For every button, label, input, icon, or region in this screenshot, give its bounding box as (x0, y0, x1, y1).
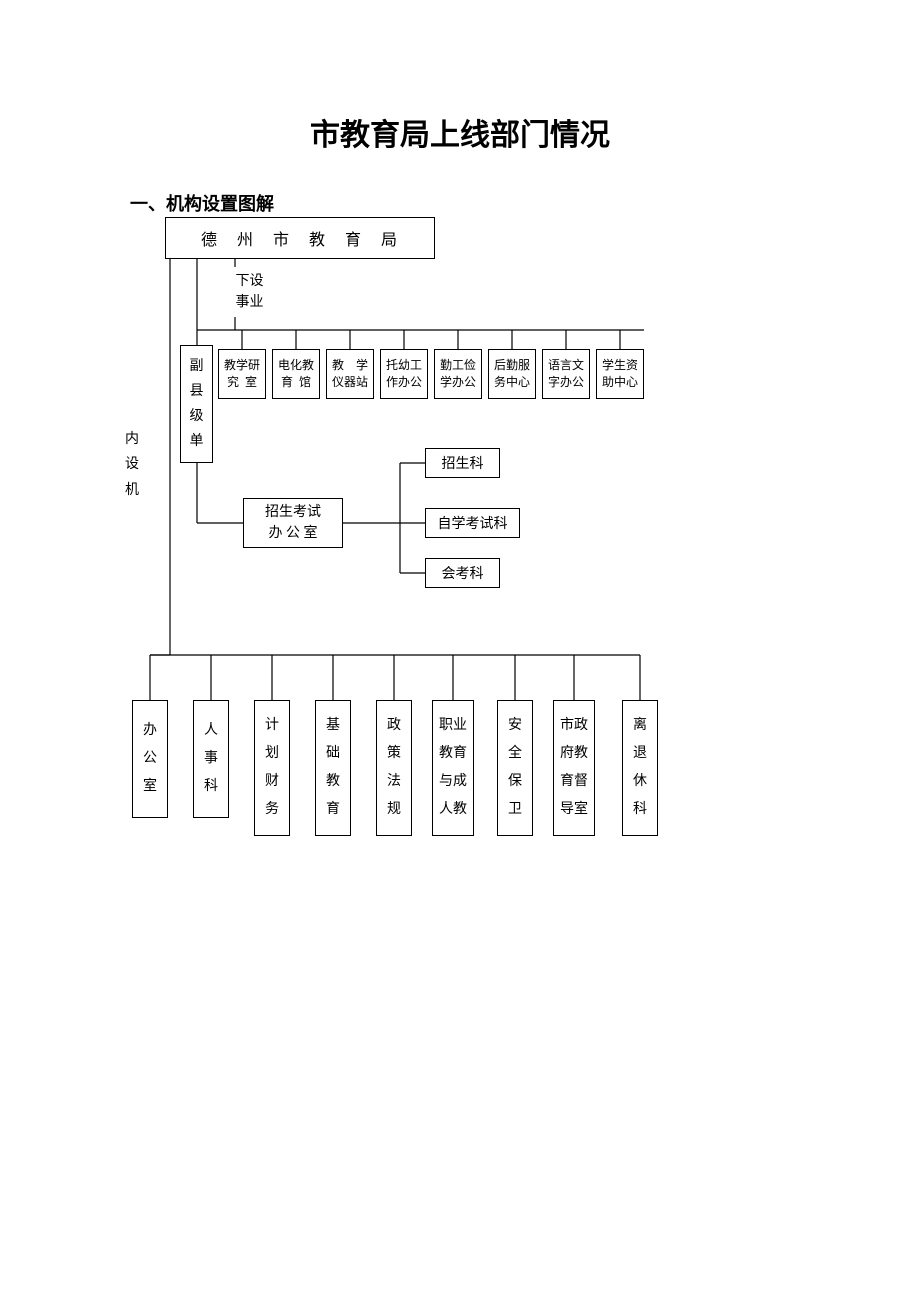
node-d6: 职业 教育 与成 人教 (432, 700, 474, 836)
node-xiashe: 下设 事业 (222, 267, 277, 317)
node-root: 德 州 市 教 育 局 (165, 217, 435, 259)
node-d9: 离 退 休 科 (622, 700, 658, 836)
node-fuxian: 副 县 级 单 (180, 345, 213, 463)
node-d1: 办 公 室 (132, 700, 168, 818)
node-u8: 学生资 助中心 (596, 349, 644, 399)
page-title: 市教育局上线部门情况 (0, 110, 920, 154)
node-d7: 安 全 保 卫 (497, 700, 533, 836)
node-d4: 基 础 教 育 (315, 700, 351, 836)
node-neishe: 内 设 机 (120, 425, 144, 505)
node-zxks: 自学考试科 (425, 508, 520, 538)
node-u7: 语言文 字办公 (542, 349, 590, 399)
node-u6: 后勤服 务中心 (488, 349, 536, 399)
node-d8: 市政 府教 育督 导室 (553, 700, 595, 836)
node-d3: 计 划 财 务 (254, 700, 290, 836)
org-chart-diagram: 市教育局上线部门情况 一、机构设置图解 德 州 市 教 育 局 下设 事业 内 … (0, 0, 920, 1302)
node-zsks: 招生考试 办 公 室 (243, 498, 343, 548)
node-u1: 教学研 究 室 (218, 349, 266, 399)
section-title: 一、机构设置图解 (130, 190, 274, 216)
node-u3: 教 学 仪器站 (326, 349, 374, 399)
node-u4: 托幼工 作办公 (380, 349, 428, 399)
node-u5: 勤工俭 学办公 (434, 349, 482, 399)
node-u2: 电化教 育 馆 (272, 349, 320, 399)
node-zsk: 招生科 (425, 448, 500, 478)
node-d5: 政 策 法 规 (376, 700, 412, 836)
node-hks: 会考科 (425, 558, 500, 588)
node-d2: 人 事 科 (193, 700, 229, 818)
